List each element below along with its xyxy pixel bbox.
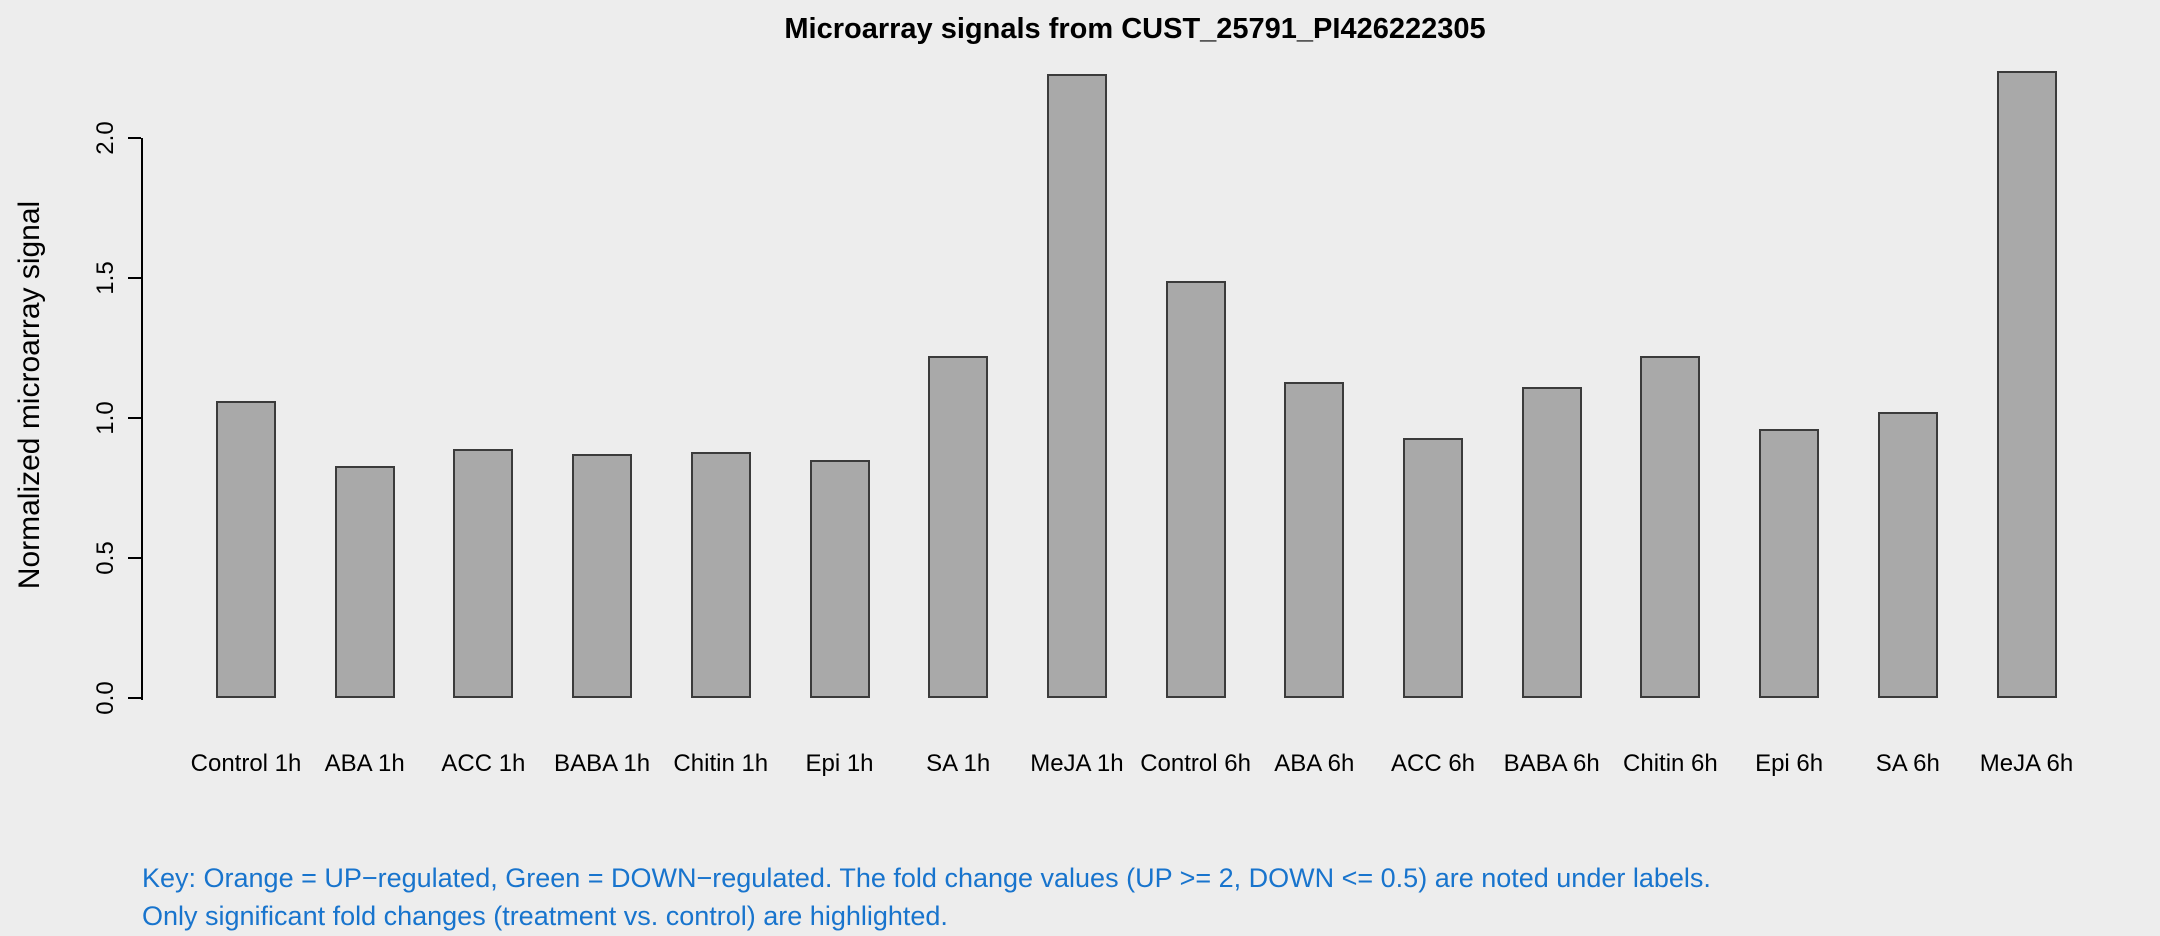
y-tick	[128, 557, 141, 559]
bar-aba-6h	[1284, 382, 1344, 698]
x-tick-label-sa-6h: SA 6h	[1875, 750, 1940, 777]
x-tick-label-control-1h: Control 1h	[190, 750, 302, 777]
y-tick	[128, 277, 141, 279]
x-tick-label-acc-6h: ACC 6h	[1390, 750, 1476, 777]
bar-control-1h	[216, 401, 276, 698]
y-axis-line	[141, 138, 143, 700]
bar-epi-6h	[1759, 429, 1819, 698]
y-tick-label-0.0: 0.0	[92, 681, 119, 715]
x-tick-label-baba-6h: BABA 6h	[1503, 750, 1600, 777]
chart-title: Microarray signals from CUST_25791_PI426…	[784, 13, 1486, 45]
y-tick	[128, 137, 141, 139]
x-tick-label-control-6h: Control 6h	[1140, 750, 1251, 777]
x-tick-label-sa-1h: SA 1h	[926, 750, 991, 777]
x-tick-label-aba-6h: ABA 6h	[1274, 750, 1355, 777]
bar-baba-6h	[1522, 387, 1582, 698]
key-line-2: Only significant fold changes (treatment…	[142, 901, 948, 931]
y-tick	[128, 417, 141, 419]
bar-meja-1h	[1047, 74, 1107, 698]
bar-chitin-6h	[1640, 356, 1700, 698]
bar-baba-1h	[572, 454, 632, 698]
x-tick-label-meja-1h: MeJA 1h	[1030, 750, 1124, 777]
bar-sa-6h	[1878, 412, 1938, 698]
key-line-1: Key: Orange = UP−regulated, Green = DOWN…	[142, 863, 1711, 893]
y-tick-label-1.0: 1.0	[92, 401, 119, 435]
x-tick-label-meja-6h: MeJA 6h	[1979, 750, 2074, 777]
y-tick-label-0.5: 0.5	[92, 541, 119, 575]
bar-meja-6h	[1997, 71, 2057, 698]
y-tick	[128, 697, 141, 699]
bar-acc-6h	[1403, 438, 1463, 698]
bar-control-6h	[1166, 281, 1226, 698]
x-tick-label-epi-6h: Epi 6h	[1755, 750, 1824, 777]
x-tick-label-acc-1h: ACC 1h	[441, 750, 526, 777]
x-tick-label-aba-1h: ABA 1h	[324, 750, 405, 777]
y-tick-label-1.5: 1.5	[92, 261, 119, 295]
y-tick-label-2.0: 2.0	[92, 121, 119, 155]
bar-aba-1h	[335, 466, 395, 698]
x-tick-label-chitin-6h: Chitin 6h	[1623, 750, 1718, 777]
bar-chitin-1h	[691, 452, 751, 698]
bar-acc-1h	[453, 449, 513, 698]
x-tick-label-chitin-1h: Chitin 1h	[673, 750, 769, 777]
x-tick-label-baba-1h: BABA 1h	[554, 750, 651, 777]
x-tick-label-epi-1h: Epi 1h	[805, 750, 874, 777]
bar-sa-1h	[928, 356, 988, 698]
bar-epi-1h	[810, 460, 870, 698]
